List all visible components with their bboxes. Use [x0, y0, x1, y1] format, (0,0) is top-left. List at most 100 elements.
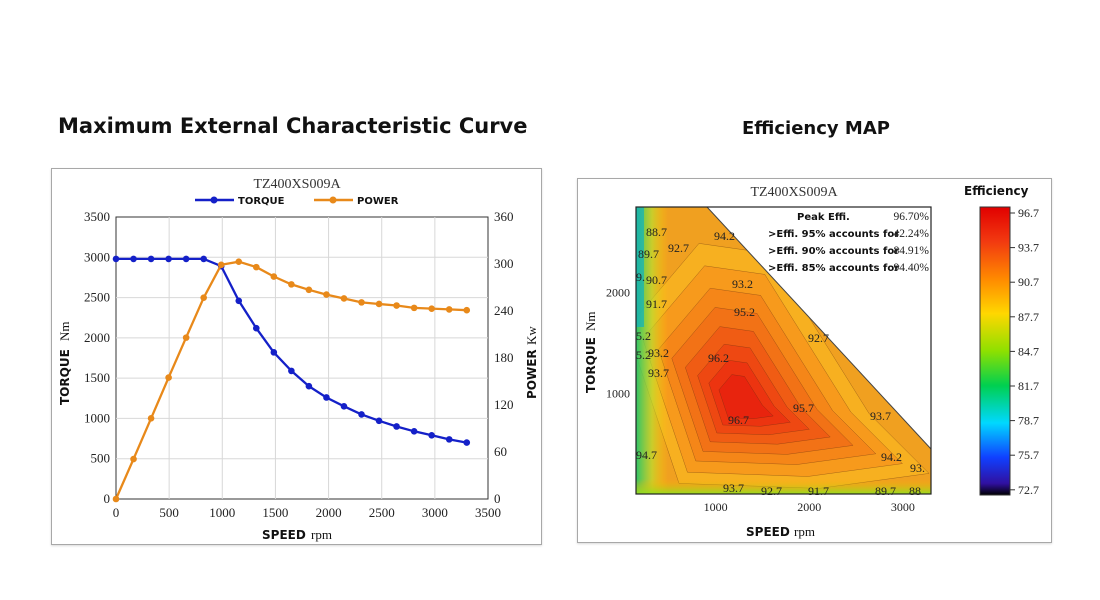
x-tick-label: 0: [113, 505, 120, 520]
torque-point: [235, 297, 243, 305]
contour-label: 93.7: [648, 366, 669, 380]
contour-label: 93.: [910, 461, 925, 475]
x-tick-label: 1000: [209, 505, 235, 520]
contour-label: 9.: [636, 270, 645, 284]
contour-label: 95.2: [734, 305, 755, 319]
contour-label: 96.2: [708, 351, 729, 365]
torque-axis-title: TORQUE: [58, 349, 72, 405]
map-y-axis-unit: Nm: [583, 312, 598, 332]
stat-label: Peak Effi.: [797, 212, 850, 223]
contour-label: 93.7: [870, 409, 891, 423]
stat-value: 84.91%: [894, 245, 930, 257]
power-point: [393, 302, 400, 309]
torque-point: [288, 367, 295, 375]
torque-point: [428, 432, 435, 439]
contour-label: 90.7: [646, 273, 667, 287]
colorbar-tick-label: 93.7: [1018, 241, 1039, 255]
contour-label: 92.7: [808, 331, 829, 345]
power-point: [358, 299, 365, 306]
x-tick-label: 2500: [369, 505, 395, 520]
power-point: [130, 455, 137, 463]
map-y-tick-label: 1000: [606, 386, 630, 400]
power-legend-label: POWER: [357, 196, 399, 207]
efficiency-contour-band: [718, 374, 774, 419]
colorbar-tick-label: 90.7: [1018, 275, 1039, 289]
power-point: [288, 281, 295, 288]
contour-label: 91.7: [808, 484, 829, 498]
torque-legend-marker: [210, 196, 218, 204]
torque-point: [130, 255, 137, 263]
power-point: [463, 306, 471, 314]
contour-label: 93.2: [732, 277, 753, 291]
map-y-tick-label: 2000: [606, 286, 630, 300]
colorbar-tick-label: 78.7: [1018, 414, 1039, 428]
stat-label: >Effi. 90% accounts for: [768, 246, 899, 257]
stat-value: 94.40%: [894, 262, 930, 274]
power-point: [323, 291, 330, 298]
efficiency-edge-band: [636, 207, 644, 327]
torque-point: [445, 436, 453, 443]
power-tick-label: 120: [494, 397, 514, 412]
power-point: [147, 415, 155, 422]
power-point: [112, 495, 120, 503]
efficiency-low-torque-band: [636, 479, 931, 494]
colorbar-tick-label: 72.7: [1018, 483, 1039, 497]
curve-x-axis-unit: rpm: [311, 527, 332, 542]
x-tick-label: 3000: [422, 505, 448, 520]
torque-point: [147, 255, 155, 263]
power-point: [305, 286, 313, 294]
torque-tick-label: 2500: [84, 290, 110, 305]
contour-label: 96.7: [728, 413, 749, 427]
map-x-axis-title: SPEED: [746, 525, 790, 539]
contour-label: 94.7: [636, 448, 657, 462]
power-point: [182, 334, 190, 341]
map-x-tick-label: 3000: [891, 500, 915, 514]
colorbar: [979, 206, 1011, 496]
map-frame: [635, 206, 932, 495]
contour-label: 5.2: [636, 329, 651, 343]
power-axis-unit: Kw: [524, 326, 539, 345]
power-point: [200, 294, 207, 301]
contour-label: 93.7: [723, 481, 744, 495]
map-chart-title: TZ400XS009A: [750, 185, 838, 200]
x-tick-label: 500: [159, 505, 179, 520]
power-tick-label: 240: [494, 303, 514, 318]
torque-axis-unit: Nm: [57, 322, 72, 342]
torque-legend-label: TORQUE: [238, 196, 285, 207]
curve-x-axis-title: SPEED: [262, 528, 306, 542]
colorbar-title: Efficiency: [964, 184, 1029, 198]
power-tick-label: 360: [494, 209, 514, 224]
efficiency-map-heading: Efficiency MAP: [742, 118, 890, 139]
x-tick-label: 1500: [262, 505, 288, 520]
contour-label: 89.7: [638, 247, 659, 261]
contour-label: 88: [909, 484, 921, 498]
torque-point: [200, 255, 207, 263]
contour-label: 93.2: [648, 346, 669, 360]
characteristic-curve-chart: 0 500 1000 1500 2000 2500 3000 3500050010001500…: [57, 177, 539, 542]
power-point: [445, 306, 453, 313]
torque-point: [305, 382, 313, 390]
torque-power-heading: Maximum External Characteristic Curve: [58, 114, 528, 138]
torque-point: [112, 255, 120, 263]
map-x-tick-label: 1000: [704, 500, 728, 514]
curve-chart-title: TZ400XS009A: [253, 177, 341, 192]
contour-label: 94.2: [714, 229, 735, 243]
contour-label: 91.7: [646, 297, 667, 311]
efficiency-map-chart: TZ400XS009A 88.792.794.289.790.791.793.2…: [583, 184, 1039, 539]
torque-tick-label: 500: [91, 451, 111, 466]
power-tick-label: 180: [494, 350, 514, 365]
plot-frame: [115, 216, 489, 500]
torque-point: [340, 403, 348, 410]
colorbar-tick-label: 87.7: [1018, 310, 1039, 324]
torque-point: [165, 255, 172, 263]
power-axis-title: POWER: [525, 349, 539, 399]
x-tick-label: 2000: [316, 505, 342, 520]
stat-value: 42.24%: [894, 228, 930, 240]
stat-label: >Effi. 95% accounts for: [768, 229, 899, 240]
map-y-axis-title: TORQUE: [584, 337, 598, 393]
torque-tick-label: 3500: [84, 209, 110, 224]
colorbar-tick-label: 84.7: [1018, 344, 1039, 358]
colorbar-tick-label: 96.7: [1018, 206, 1039, 220]
torque-tick-label: 0: [104, 491, 111, 506]
contour-label: 92.7: [761, 484, 782, 498]
